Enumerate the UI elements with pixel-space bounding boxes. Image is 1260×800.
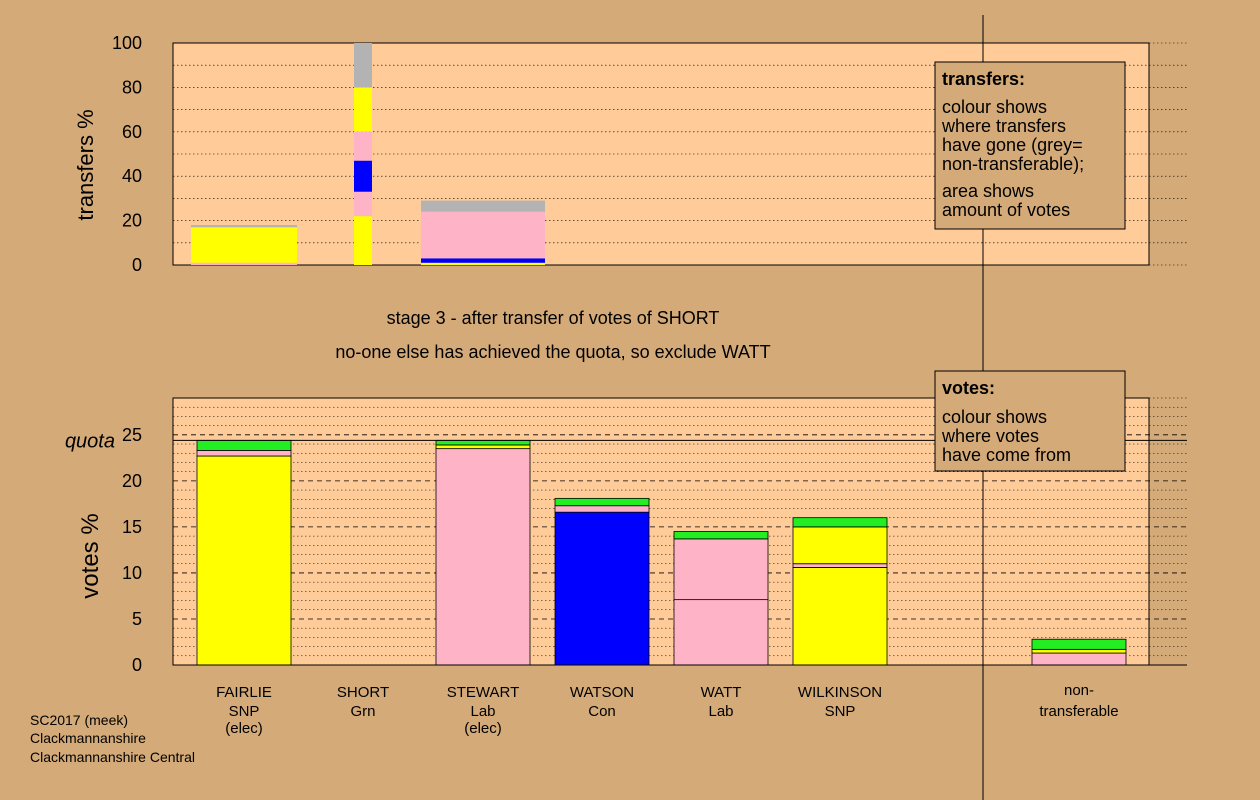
transfer-bar-short-lab-segment	[354, 191, 372, 217]
transfer-bar-stewart-nontransferable-segment	[421, 200, 545, 212]
transfers-legend-line: non-transferable);	[942, 154, 1084, 174]
transfer-bar-fairlie-nontransferable-segment	[191, 225, 297, 228]
votes-bar-nontransferable-grn-segment	[1031, 638, 1127, 650]
footer-council: Clackmannanshire	[30, 730, 146, 746]
votes-bar-watt-grn-segment	[673, 531, 769, 540]
votes-bar-stewart-grn-segment	[435, 439, 531, 446]
votes-bar-watson-grn-segment	[554, 497, 650, 507]
nontransferable-label: transferable	[1039, 703, 1118, 720]
votes-bar-watson-lab-segment	[554, 505, 650, 513]
transfer-bar-short-lab-segment	[354, 131, 372, 161]
votes-bar-stewart-lab-segment	[435, 448, 531, 666]
votes-legend-line: have come from	[942, 445, 1071, 465]
transfers-legend-line: where transfers	[941, 116, 1066, 136]
votes-legend-title: votes:	[942, 378, 995, 398]
transfers-y-tick-label: 100	[112, 33, 142, 53]
transfers-legend-box	[934, 61, 1126, 230]
votes-y-tick-label: 20	[122, 471, 142, 491]
votes-legend-line: colour shows	[942, 407, 1047, 427]
transfers-y-axis-title: transfers %	[73, 109, 98, 220]
votes-y-tick-label: 0	[132, 655, 142, 675]
candidate-elected-label: (elec)	[225, 720, 263, 737]
transfers-legend-line: amount of votes	[942, 200, 1070, 220]
transfers-legend-line: area shows	[942, 181, 1034, 201]
action-caption: no-one else has achieved the quota, so e…	[335, 342, 770, 362]
transfer-bar-short-nontransferable-segment	[354, 43, 372, 88]
transfers-y-tick-label: 80	[122, 77, 142, 97]
candidate-elected-label: (elec)	[464, 720, 502, 737]
votes-bar-nontransferable-snp-segment	[1031, 648, 1127, 654]
candidate-name-label: SHORT	[337, 684, 389, 701]
candidate-name-label: WATSON	[570, 684, 634, 701]
transfer-bar-short-snp-segment	[354, 216, 372, 265]
transfer-bar-stewart-lab-segment	[421, 211, 545, 259]
candidate-name-label: FAIRLIE	[216, 684, 272, 701]
transfer-bar-stewart-con-segment	[421, 258, 545, 263]
candidate-party-label: Con	[588, 703, 616, 720]
footer-ward: Clackmannanshire Central	[30, 749, 195, 765]
votes-bar-wilkinson-snp-segment	[792, 526, 888, 565]
votes-legend: votes: colour shows where votes have com…	[934, 370, 1126, 472]
votes-bar-fairlie-grn-segment	[196, 439, 292, 451]
candidate-name-label: WATT	[701, 684, 742, 701]
transfer-bar-short-snp-segment	[354, 87, 372, 132]
transfer-bar-stewart-snp-segment	[421, 262, 545, 265]
votes-bar-nontransferable-lab-segment	[1031, 652, 1127, 666]
transfers-legend-line: have gone (grey=	[942, 135, 1083, 155]
votes-bar-wilkinson-grn-segment	[792, 517, 888, 528]
footer-election: SC2017 (meek)	[30, 712, 128, 728]
votes-bar-fairlie-snp-segment	[196, 455, 292, 666]
votes-bar-wilkinson-snp-segment	[792, 567, 888, 666]
candidate-party-label: Lab	[470, 703, 495, 720]
transfers-y-tick-label: 0	[132, 255, 142, 275]
transfer-bar-fairlie-snp-segment	[191, 227, 297, 263]
votes-y-tick-label: 10	[122, 563, 142, 583]
transfers-legend: transfers: colour shows where transfers …	[934, 61, 1126, 230]
votes-bar-stewart-snp-segment	[435, 444, 531, 450]
transfers-legend-line: colour shows	[942, 97, 1047, 117]
votes-legend-line: where votes	[941, 426, 1039, 446]
stage-caption: stage 3 - after transfer of votes of SHO…	[387, 308, 720, 328]
candidate-name-label: STEWART	[447, 684, 520, 701]
transfer-bar-short-con-segment	[354, 160, 372, 192]
votes-y-axis-title: votes %	[77, 513, 104, 598]
votes-bar-watt-lab-segment	[673, 599, 769, 666]
candidate-party-label: SNP	[229, 703, 260, 720]
candidate-name-label: WILKINSON	[798, 684, 882, 701]
quota-label: quota	[65, 430, 115, 452]
votes-bar-wilkinson-lab-segment	[792, 563, 888, 568]
candidate-party-label: Lab	[708, 703, 733, 720]
transfers-y-tick-label: 20	[122, 211, 142, 231]
votes-bar-watt-lab-segment	[673, 538, 769, 601]
transfers-y-tick-label: 40	[122, 166, 142, 186]
votes-legend-box	[934, 370, 1126, 472]
votes-bar-fairlie-lab-segment	[196, 450, 292, 457]
nontransferable-label: non-	[1064, 682, 1094, 699]
votes-bar-watson-con-segment	[554, 511, 650, 666]
votes-y-tick-label: 5	[132, 609, 142, 629]
votes-y-tick-label: 15	[122, 517, 142, 537]
transfer-bar-fairlie-lab-segment	[191, 262, 297, 265]
transfers-y-tick-label: 60	[122, 122, 142, 142]
transfers-legend-title: transfers:	[942, 69, 1025, 89]
votes-y-tick-label: 25	[122, 425, 142, 445]
candidate-party-label: Grn	[350, 703, 375, 720]
candidate-party-label: SNP	[825, 703, 856, 720]
